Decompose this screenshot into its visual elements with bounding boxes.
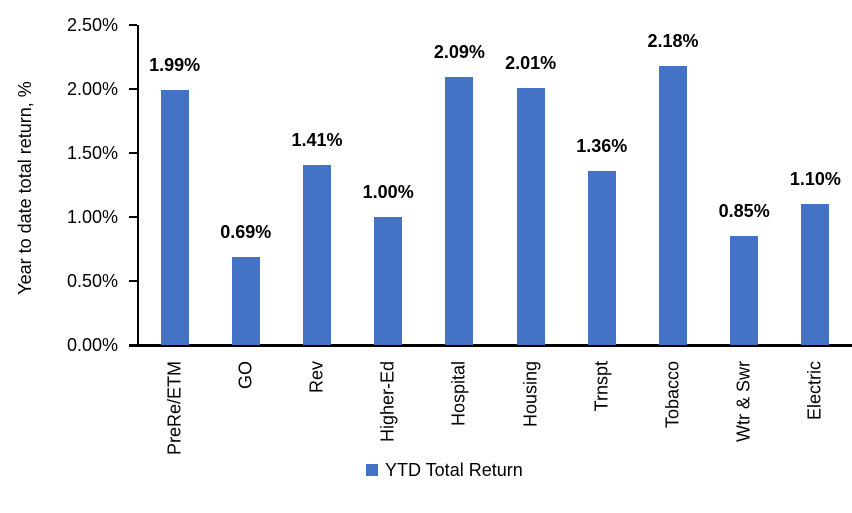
y-tick-label: 0.50% [66, 271, 118, 291]
bar-value-label-housing: 2.01% [505, 52, 557, 73]
x-axis-label-prere-etm: PreRe/ETM [164, 361, 185, 456]
x-axis-label-rev: Rev [306, 361, 327, 394]
bar-value-label-rev: 1.41% [291, 129, 343, 150]
bar-go [231, 256, 260, 345]
x-axis-label-wtr-swr: Wtr & Swr [733, 361, 754, 442]
bar-tobacco [659, 65, 687, 345]
bar-rev [303, 164, 331, 345]
x-axis-label-housing: Housing [520, 361, 541, 428]
bar-value-label-higher-ed: 1.00% [362, 182, 414, 202]
bar-value-label-wtr-swr: 0.85% [718, 201, 770, 222]
y-tick-mark [129, 24, 137, 26]
x-axis-label-hospital: Hospital [448, 361, 469, 427]
y-axis-title: Year to date total return, % [15, 81, 35, 295]
x-axis-label-higher-ed: Higher-Ed [377, 361, 398, 443]
bar-value-label-go: 0.69% [220, 221, 272, 242]
bar-value-label-tobacco: 2.18% [647, 30, 699, 51]
y-tick-label: 1.50% [66, 143, 118, 163]
y-tick-mark [129, 216, 137, 218]
y-tick-mark [129, 344, 137, 346]
legend-label: YTD Total Return [385, 460, 523, 480]
bar-trnspt [587, 170, 616, 345]
bar-prere-etm [160, 90, 189, 345]
y-tick-label: 2.50% [66, 15, 118, 35]
y-tick-label: 2.00% [66, 79, 118, 99]
bar-value-label-electric: 1.10% [789, 169, 841, 190]
y-tick-mark [129, 152, 137, 154]
legend-swatch-icon [366, 464, 378, 476]
y-tick-label: 0.00% [66, 335, 118, 355]
y-tick-label: 1.00% [66, 207, 118, 227]
bar-electric [801, 204, 830, 345]
y-axis-line [137, 25, 139, 347]
x-axis-label-electric: Electric [804, 361, 825, 421]
bar-hospital [445, 77, 474, 345]
x-axis-label-trnspt: Trnspt [591, 361, 612, 412]
legend: YTD Total Return [366, 459, 523, 481]
bar-value-label-trnspt: 1.36% [576, 135, 628, 156]
bar-wtr-swr [730, 236, 759, 345]
bar-value-label-prere-etm: 1.99% [149, 55, 201, 76]
y-tick-mark [129, 88, 137, 90]
x-axis-label-tobacco: Tobacco [662, 361, 683, 429]
bar-value-label-hospital: 2.09% [433, 42, 485, 63]
x-axis-label-go: GO [235, 361, 256, 390]
bar-higher-ed [374, 217, 403, 345]
x-axis-line [129, 344, 852, 347]
bar-housing [516, 87, 545, 345]
y-tick-mark [129, 280, 137, 282]
